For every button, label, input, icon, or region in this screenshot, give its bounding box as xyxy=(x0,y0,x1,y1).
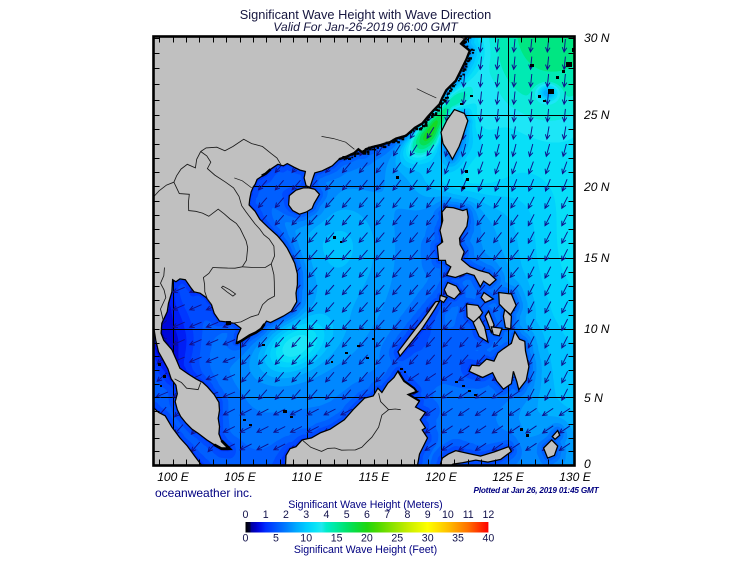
svg-text:2: 2 xyxy=(283,509,289,521)
svg-text:9: 9 xyxy=(425,509,431,521)
svg-text:5: 5 xyxy=(344,509,350,521)
svg-text:4: 4 xyxy=(324,509,330,521)
svg-text:Significant Wave Height (Feet): Significant Wave Height (Feet) xyxy=(294,544,437,556)
svg-text:30 N: 30 N xyxy=(584,31,610,45)
svg-text:115 E: 115 E xyxy=(359,470,391,484)
svg-text:10: 10 xyxy=(300,533,312,545)
svg-text:15: 15 xyxy=(331,533,343,545)
svg-text:105 E: 105 E xyxy=(224,470,257,484)
svg-text:Significant Wave Height (Meter: Significant Wave Height (Meters) xyxy=(288,499,442,511)
svg-text:100 E: 100 E xyxy=(157,470,190,484)
svg-text:10: 10 xyxy=(442,509,454,521)
svg-text:125 E: 125 E xyxy=(492,470,525,484)
svg-text:5: 5 xyxy=(273,533,279,545)
svg-text:30: 30 xyxy=(422,533,434,545)
svg-text:120 E: 120 E xyxy=(425,470,458,484)
svg-text:0: 0 xyxy=(243,509,249,521)
svg-text:35: 35 xyxy=(452,533,464,545)
svg-text:20 N: 20 N xyxy=(583,180,610,194)
svg-text:Plotted at Jan 26, 2019 01:45: Plotted at Jan 26, 2019 01:45 GMT xyxy=(474,486,600,495)
svg-text:Valid For Jan-26-2019 06:00 GM: Valid For Jan-26-2019 06:00 GMT xyxy=(273,20,459,34)
svg-text:0: 0 xyxy=(584,457,591,471)
svg-text:10 N: 10 N xyxy=(584,322,610,336)
svg-text:7: 7 xyxy=(384,509,390,521)
svg-text:oceanweather inc.: oceanweather inc. xyxy=(155,486,252,500)
svg-text:12: 12 xyxy=(483,509,495,521)
svg-text:5 N: 5 N xyxy=(584,391,603,405)
svg-text:130 E: 130 E xyxy=(559,470,592,484)
svg-text:110 E: 110 E xyxy=(292,470,324,484)
svg-text:40: 40 xyxy=(483,533,495,545)
svg-text:0: 0 xyxy=(243,533,249,545)
svg-text:1: 1 xyxy=(263,509,269,521)
svg-text:20: 20 xyxy=(361,533,373,545)
svg-text:11: 11 xyxy=(463,509,474,521)
svg-text:25: 25 xyxy=(391,533,403,545)
svg-text:3: 3 xyxy=(303,509,309,521)
svg-text:6: 6 xyxy=(364,509,370,521)
svg-text:25 N: 25 N xyxy=(583,108,610,122)
svg-text:Significant Wave Height with W: Significant Wave Height with Wave Direct… xyxy=(240,7,492,22)
svg-text:8: 8 xyxy=(404,509,410,521)
svg-text:15 N: 15 N xyxy=(584,251,610,265)
